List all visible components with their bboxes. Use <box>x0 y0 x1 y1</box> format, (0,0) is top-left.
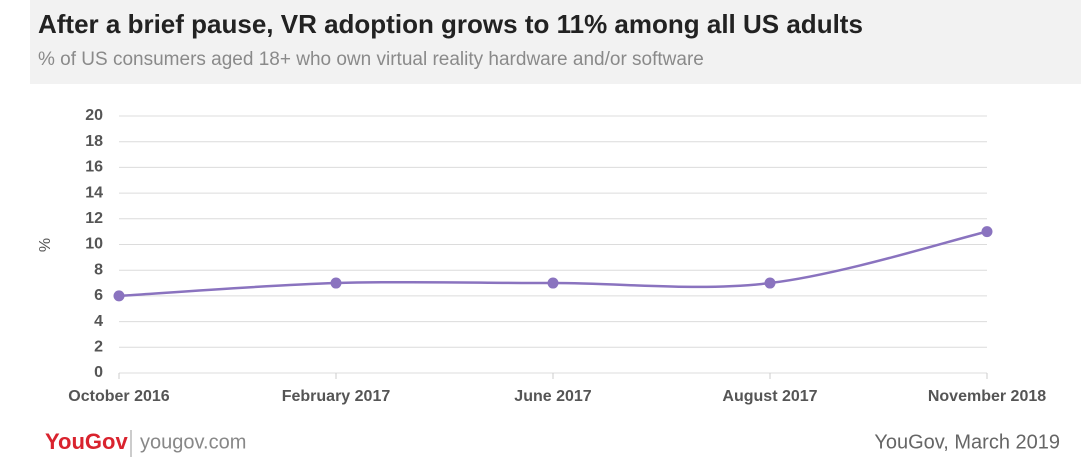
y-tick-label: 4 <box>94 313 103 330</box>
data-point <box>547 277 559 289</box>
data-point <box>113 290 125 302</box>
y-tick-label: 14 <box>85 184 103 201</box>
y-tick-label: 6 <box>94 287 103 304</box>
chart-subtitle: % of US consumers aged 18+ who own virtu… <box>38 49 704 70</box>
source: YouGov, March 2019 <box>874 431 1060 453</box>
y-tick-label: 10 <box>85 236 103 253</box>
data-point <box>981 226 993 238</box>
y-tick-label: 12 <box>85 210 103 227</box>
website: yougov.com <box>140 431 246 453</box>
data-point <box>764 277 776 289</box>
x-tick-label: November 2018 <box>928 388 1046 405</box>
y-tick-label: 8 <box>94 261 103 278</box>
x-tick-label: August 2017 <box>722 388 817 405</box>
y-tick-label: 18 <box>85 133 103 150</box>
y-axis-label: % <box>37 238 54 252</box>
x-tick-label: February 2017 <box>282 388 391 405</box>
header-band <box>30 0 1081 84</box>
brand-logo: YouGov <box>45 429 128 454</box>
x-tick-label: June 2017 <box>514 388 591 405</box>
y-tick-label: 2 <box>94 339 103 356</box>
chart-title: After a brief pause, VR adoption grows t… <box>38 9 863 39</box>
y-tick-label: 20 <box>85 107 103 124</box>
x-tick-label: October 2016 <box>68 388 169 405</box>
y-tick-label: 0 <box>94 364 103 381</box>
data-point <box>330 277 342 289</box>
y-tick-label: 16 <box>85 159 103 176</box>
